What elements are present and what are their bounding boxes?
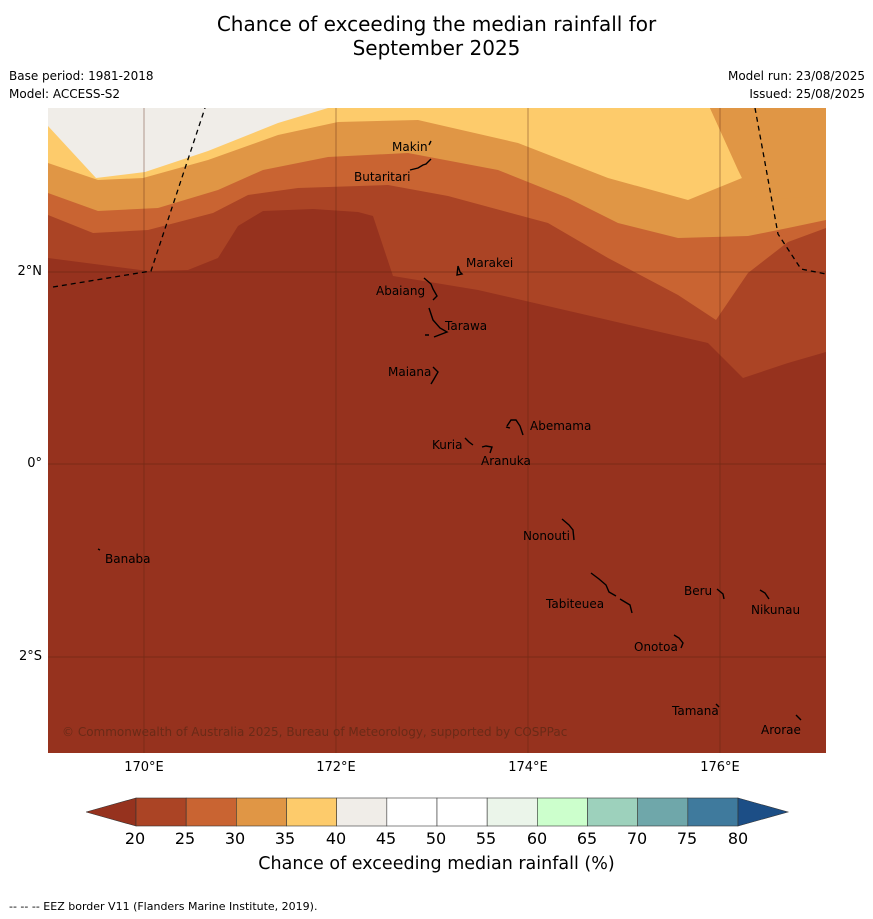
island-outlines	[97, 140, 802, 721]
eez-border-west	[52, 108, 206, 288]
graticule	[48, 108, 826, 753]
title-line-2: September 2025	[352, 36, 521, 60]
colorbar-title: Chance of exceeding median rainfall (%)	[258, 854, 615, 874]
cb-label-30: 30	[224, 829, 246, 848]
cb-label-50: 50	[425, 829, 447, 848]
colorbar-under-arrow	[84, 797, 137, 827]
x-tick-170e: 170°E	[124, 760, 164, 775]
label-nonouti: Nonouti	[523, 529, 570, 543]
label-marakei: Marakei	[466, 256, 513, 270]
cb-label-25: 25	[174, 829, 196, 848]
island-marakei	[456, 265, 464, 276]
island-nikunau	[759, 589, 770, 600]
meta-left: Base period: 1981-2018 Model: ACCESS-S2	[9, 67, 154, 103]
label-makin: Makin	[392, 140, 428, 154]
colorbar-segment-75-80	[687, 797, 739, 827]
colorbar-segment-45-50	[386, 797, 438, 827]
map-panel: Makin Butaritari Marakei Abaiang Tarawa …	[48, 108, 826, 753]
colorbar-segment-50-55	[436, 797, 488, 827]
x-tick-176e: 176°E	[700, 760, 740, 775]
base-period: Base period: 1981-2018	[9, 69, 154, 83]
cb-label-35: 35	[274, 829, 296, 848]
label-kuria: Kuria	[432, 438, 463, 452]
issued-date: Issued: 25/08/2025	[749, 87, 865, 101]
x-tick-174e: 174°E	[508, 760, 548, 775]
y-tick-2n: 2°N	[17, 264, 43, 279]
cb-label-55: 55	[475, 829, 497, 848]
island-onotoa	[673, 634, 684, 649]
label-arorae: Arorae	[761, 723, 801, 737]
copyright-notice: © Commonwealth of Australia 2025, Bureau…	[62, 725, 567, 739]
island-kuria	[464, 437, 474, 446]
forecast-map: Makin Butaritari Marakei Abaiang Tarawa …	[48, 108, 826, 753]
label-aranuka: Aranuka	[481, 454, 531, 468]
island-tabiteuea	[590, 572, 633, 614]
place-labels: Makin Butaritari Marakei Abaiang Tarawa …	[105, 140, 801, 737]
colorbar-over-arrow	[737, 797, 790, 827]
label-butaritari: Butaritari	[354, 170, 411, 184]
island-maiana	[430, 366, 439, 385]
island-arorae	[795, 714, 802, 721]
cb-label-65: 65	[576, 829, 598, 848]
label-tarawa: Tarawa	[444, 319, 487, 333]
cb-label-40: 40	[325, 829, 347, 848]
cb-label-75: 75	[676, 829, 698, 848]
cb-label-80: 80	[727, 829, 749, 848]
eez-footnote: -- -- -- EEZ border V11 (Flanders Marine…	[9, 900, 318, 913]
colorbar-segment-65-70	[587, 797, 638, 827]
label-abemama: Abemama	[530, 419, 591, 433]
label-beru: Beru	[684, 584, 712, 598]
title-line-1: Chance of exceeding the median rainfall …	[216, 12, 657, 36]
x-tick-172e: 172°E	[316, 760, 356, 775]
island-makin-butaritari	[409, 140, 432, 171]
label-banaba: Banaba	[105, 552, 151, 566]
label-abaiang: Abaiang	[376, 284, 425, 298]
map-title: Chance of exceeding the median rainfall …	[0, 12, 873, 60]
eez-border-east	[754, 108, 826, 275]
cb-label-70: 70	[626, 829, 648, 848]
model-run: Model run: 23/08/2025	[727, 69, 865, 83]
cb-label-20: 20	[124, 829, 146, 848]
label-maiana: Maiana	[388, 365, 431, 379]
island-nonouti	[561, 518, 575, 541]
label-tabiteuea: Tabiteuea	[545, 597, 604, 611]
colorbar-segment-60-65	[537, 797, 588, 827]
island-abemama	[505, 419, 524, 436]
eez-border	[52, 108, 826, 288]
y-tick-2s: 2°S	[18, 649, 42, 664]
cb-label-45: 45	[375, 829, 397, 848]
island-beru	[716, 588, 725, 600]
island-tamana	[715, 703, 720, 708]
colorbar-segment-25-30	[185, 797, 237, 827]
label-tamana: Tamana	[671, 704, 719, 718]
colorbar-segments	[135, 797, 739, 827]
cb-label-60: 60	[526, 829, 548, 848]
colorbar-segment-35-40	[286, 797, 337, 827]
colorbar-segment-40-45	[336, 797, 388, 827]
colorbar-segment-20-25	[135, 797, 187, 827]
island-abaiang	[423, 277, 438, 301]
model-name: Model: ACCESS-S2	[9, 87, 121, 101]
colorbar-segment-70-75	[637, 797, 689, 827]
band-30-35-east	[710, 108, 826, 200]
island-tarawa	[425, 307, 449, 338]
label-onotoa: Onotoa	[634, 640, 678, 654]
label-nikunau: Nikunau	[751, 603, 800, 617]
colorbar-segment-55-60	[486, 797, 538, 827]
colorbar-segment-30-35	[236, 797, 287, 827]
y-tick-0: 0°	[27, 456, 42, 471]
band-40-45	[48, 108, 328, 178]
island-banaba	[97, 548, 101, 551]
meta-right: Model run: 23/08/2025 Issued: 25/08/2025	[728, 67, 865, 103]
colorbar	[84, 797, 790, 833]
colorbar-graphic	[84, 797, 790, 827]
island-aranuka	[481, 445, 493, 454]
